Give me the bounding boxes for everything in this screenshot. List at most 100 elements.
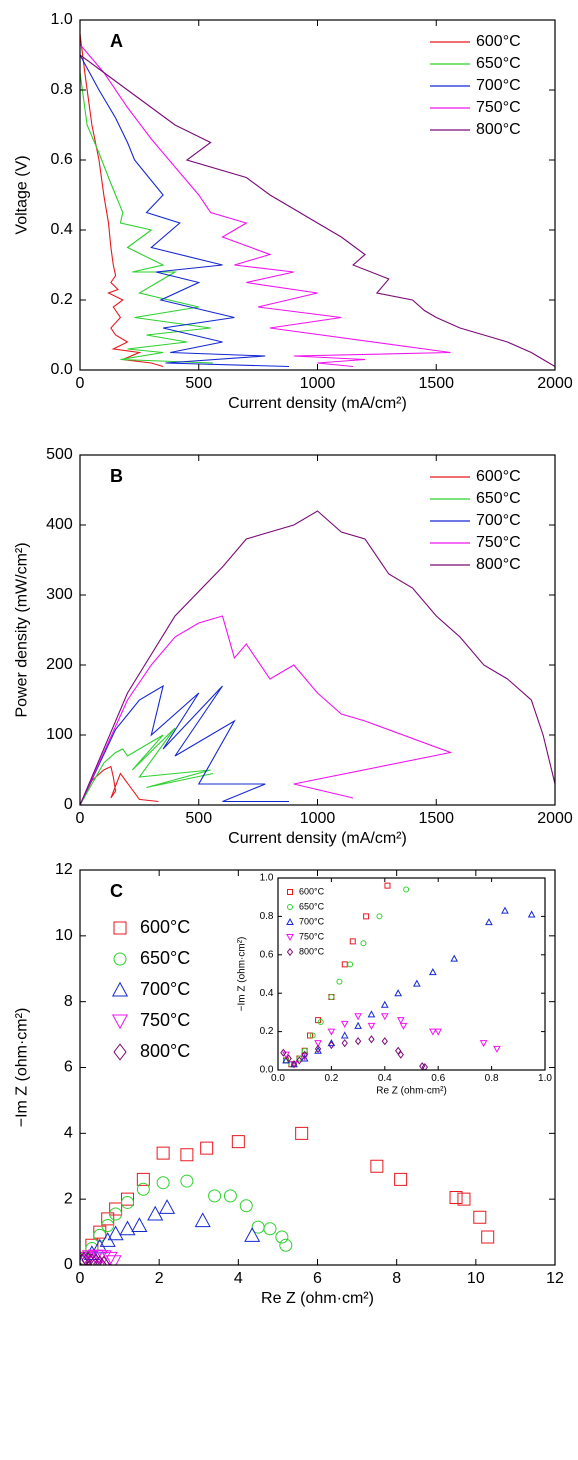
marker — [208, 1189, 222, 1203]
marker — [479, 1040, 488, 1048]
marker — [380, 1000, 389, 1008]
marker — [370, 1159, 384, 1173]
x-tick-label: 500 — [185, 375, 212, 392]
marker — [328, 994, 335, 1001]
marker — [300, 1053, 309, 1061]
legend-swatch — [286, 917, 294, 925]
y-tick-label: 0.0 — [260, 1065, 274, 1076]
marker — [156, 1176, 170, 1190]
marker — [93, 1255, 107, 1265]
marker — [368, 1035, 375, 1044]
legend-label: 600°C — [476, 468, 521, 485]
marker — [119, 1220, 136, 1236]
marker — [244, 1227, 261, 1242]
marker — [315, 1017, 322, 1024]
x-tick-label: 1.0 — [538, 1073, 552, 1084]
marker — [429, 968, 437, 976]
legend-swatch — [286, 934, 294, 942]
marker — [159, 1199, 176, 1214]
y-tick-label: 0 — [64, 1256, 73, 1273]
legend-swatch — [287, 904, 293, 910]
marker — [481, 1230, 495, 1244]
marker — [223, 1189, 237, 1203]
x-tick-label: 0 — [76, 1270, 85, 1287]
legend-label: 700°C — [299, 916, 325, 926]
x-tick-label: 0.8 — [485, 1073, 499, 1084]
legend-swatch — [113, 921, 127, 935]
x-tick-label: 8 — [392, 1270, 401, 1287]
marker — [136, 1172, 150, 1186]
marker — [412, 979, 421, 987]
marker — [328, 1040, 335, 1050]
marker — [367, 1022, 376, 1030]
legend-swatch — [287, 889, 293, 895]
x-tick-label: 0 — [76, 375, 85, 392]
x-tick-label: 0.6 — [431, 1073, 445, 1084]
marker — [109, 1207, 123, 1221]
x-tick-label: 1000 — [300, 810, 336, 827]
marker — [280, 1048, 287, 1057]
marker — [300, 1054, 309, 1062]
marker — [194, 1212, 211, 1228]
marker — [80, 1251, 91, 1265]
legend-label: 650°C — [476, 490, 521, 507]
x-tick-label: 1500 — [418, 375, 454, 392]
series-line — [80, 727, 214, 805]
x-tick-label: 1000 — [300, 375, 336, 392]
marker — [493, 1045, 501, 1053]
marker — [314, 1040, 322, 1048]
marker — [107, 1225, 124, 1241]
y-tick-label: 0.6 — [260, 949, 274, 960]
legend-label: 650°C — [299, 901, 325, 911]
legend-label: 750°C — [476, 99, 521, 116]
legend-label: 700°C — [476, 512, 521, 529]
y-tick-label: 500 — [46, 446, 73, 463]
marker — [363, 913, 370, 920]
marker — [327, 1039, 336, 1047]
x-tick-label: 6 — [313, 1270, 322, 1287]
marker — [341, 961, 348, 968]
series-line — [80, 54, 290, 368]
legend-label: 750°C — [140, 1010, 190, 1030]
marker — [376, 913, 383, 920]
marker — [354, 1013, 362, 1021]
series-line — [80, 765, 159, 805]
marker — [80, 1253, 89, 1265]
marker — [80, 1255, 91, 1265]
marker — [275, 1230, 289, 1244]
marker — [290, 1060, 298, 1069]
marker — [285, 1054, 292, 1063]
marker — [93, 1225, 107, 1239]
panel-label: B — [110, 466, 123, 486]
marker — [180, 1174, 194, 1188]
marker — [449, 1191, 463, 1205]
y-tick-label: 12 — [55, 861, 73, 878]
x-axis-label: Re Z (ohm·cm²) — [376, 1086, 447, 1097]
marker — [301, 1047, 308, 1054]
y-tick-label: 0.8 — [260, 911, 274, 922]
marker — [340, 1031, 349, 1039]
marker — [354, 1021, 362, 1029]
marker — [200, 1141, 214, 1155]
series-line — [80, 72, 214, 364]
plot-area — [280, 882, 536, 1070]
marker — [93, 1228, 107, 1242]
plot-area — [80, 1126, 495, 1265]
marker — [327, 1028, 336, 1036]
plot-area — [80, 33, 555, 368]
legend-label: 600°C — [476, 33, 521, 50]
marker — [85, 1253, 99, 1265]
marker — [295, 1126, 309, 1140]
legend-label: 800°C — [476, 556, 521, 573]
marker — [397, 1050, 404, 1059]
x-tick-label: 4 — [234, 1270, 243, 1287]
legend-swatch — [111, 981, 129, 997]
marker — [457, 1192, 471, 1206]
legend-label: 650°C — [476, 55, 521, 72]
series-line — [80, 44, 451, 368]
marker — [317, 1019, 324, 1025]
axes-frame — [79, 869, 556, 1266]
axes-frame — [79, 454, 556, 806]
marker — [381, 1037, 388, 1046]
y-tick-label: 0.4 — [51, 221, 73, 238]
